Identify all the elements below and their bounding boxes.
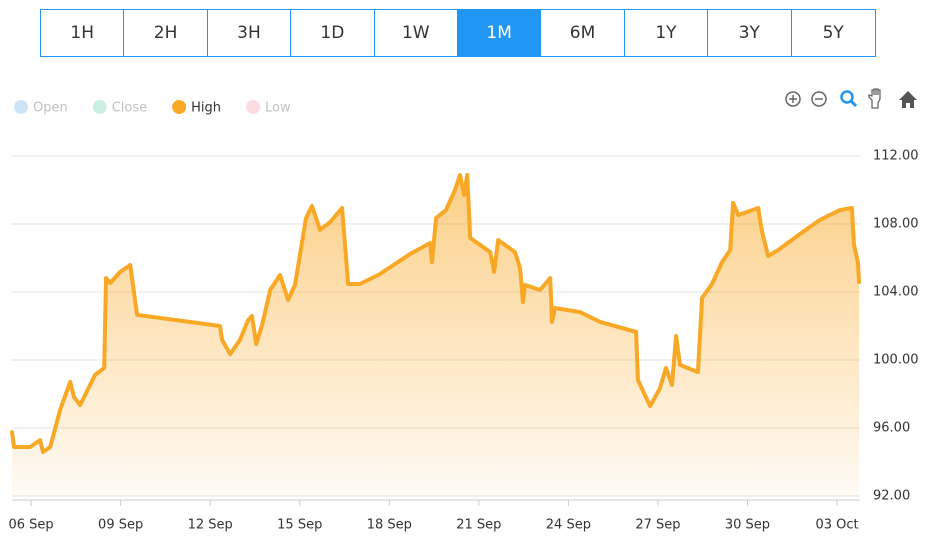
legend-swatch [172, 100, 187, 114]
zoom-icon[interactable] [840, 90, 854, 104]
legend-label: Open [33, 101, 68, 116]
y-tick-label: 112.00 [873, 149, 919, 164]
x-tick-label: 30 Sep [725, 518, 770, 533]
legend-label: Low [265, 101, 291, 116]
range-button[interactable]: 1M [457, 10, 542, 56]
range-button[interactable]: 1Y [625, 10, 709, 56]
y-tick-label: 92.00 [873, 489, 910, 504]
legend-item[interactable]: Low [246, 100, 291, 116]
x-tick-label: 18 Sep [367, 518, 412, 533]
legend-item[interactable]: Close [92, 100, 147, 116]
y-tick-label: 100.00 [873, 353, 919, 368]
x-tick-label: 27 Sep [635, 518, 680, 533]
x-tick-label: 21 Sep [456, 518, 501, 533]
y-tick-label: 108.00 [873, 217, 919, 232]
range-button[interactable]: 1W [375, 10, 458, 56]
y-tick-label: 104.00 [873, 285, 919, 300]
range-button[interactable]: 5Y [822, 23, 844, 43]
legend-swatch [246, 100, 261, 114]
legend-label: Close [112, 101, 147, 116]
x-tick-label: 15 Sep [277, 518, 322, 533]
y-tick-label: 96.00 [873, 421, 910, 436]
area [12, 175, 860, 496]
x-tick-label: 09 Sep [98, 518, 143, 533]
x-tick-label: 12 Sep [188, 518, 233, 533]
range-buttons: 1H 2H 3H 1D 1W 1M 6M 1Y 3Y 5Y [40, 9, 876, 57]
zoom-out-icon[interactable] [811, 91, 827, 107]
line [10, 173, 862, 454]
legend-item[interactable]: High [172, 100, 221, 116]
x-tick-label: 03 Oct [815, 518, 858, 533]
range-button[interactable]: 6M [541, 10, 625, 56]
range-button[interactable]: 3H [208, 10, 292, 56]
legend-label: High [191, 101, 221, 116]
zoom-in-icon[interactable] [785, 91, 801, 107]
toolbar-icons [785, 88, 917, 109]
legend-item[interactable]: Open [14, 100, 68, 116]
range-button[interactable]: 3Y [708, 10, 792, 56]
range-button[interactable]: 1H [41, 10, 125, 56]
x-tick-label: 24 Sep [546, 518, 591, 533]
range-button[interactable]: 2H [124, 10, 208, 56]
legend-swatch [92, 100, 107, 114]
range-button[interactable]: 1D [291, 10, 375, 56]
home-icon[interactable] [899, 91, 917, 108]
x-tick-label: 06 Sep [9, 518, 54, 533]
pan-icon[interactable] [868, 88, 881, 109]
legend-swatch [14, 100, 28, 114]
